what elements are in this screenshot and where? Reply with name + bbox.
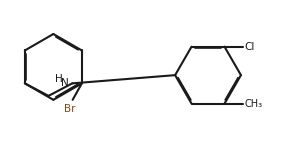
Text: CH₃: CH₃ <box>244 99 262 109</box>
Text: H: H <box>55 74 63 84</box>
Text: Br: Br <box>64 104 76 114</box>
Text: Cl: Cl <box>244 42 255 52</box>
Text: N: N <box>61 78 69 88</box>
